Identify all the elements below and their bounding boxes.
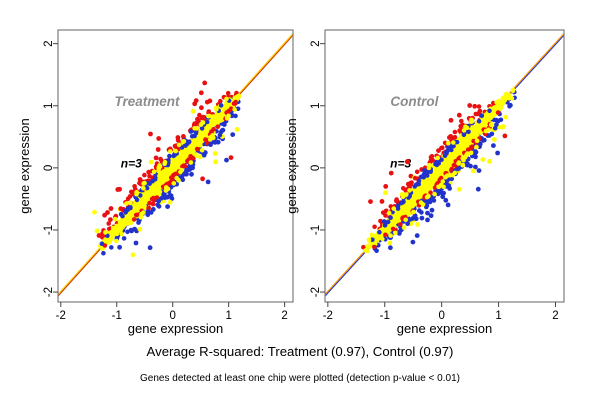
x-axis: -2 -1 0 1 2 gene expression [323,302,559,336]
svg-text:-1: -1 [43,225,55,235]
plot-border [324,29,565,303]
svg-text:2: 2 [552,310,558,322]
svg-text:-1: -1 [112,310,122,322]
svg-text:0: 0 [43,165,55,171]
scatter-point [404,159,411,165]
plot-area: n=3 [58,33,293,297]
scatter-plots: n=3 Treatment -2 -1 0 1 2 gene expression -2 -1 0 1… [17,29,565,336]
svg-text:0: 0 [169,310,175,322]
svg-text:-1: -1 [310,225,322,235]
panel-title: Treatment [114,94,180,109]
x-axis: -2 -1 0 1 2 gene expression [56,302,288,336]
plot-border [57,29,294,303]
svg-text:1: 1 [225,310,231,322]
svg-text:2: 2 [43,40,55,46]
y-axis-label: gene expression [17,118,32,213]
caption-r-squared: Average R-squared: Treatment (0.97), Con… [146,344,454,359]
caption-footnote: Genes detected at least one chip were pl… [140,373,460,384]
panel-title: Control [390,94,438,109]
svg-text:-1: -1 [380,310,390,322]
svg-text:0: 0 [310,165,322,171]
points-layer [363,87,516,254]
panel-treatment: n=3 Treatment -2 -1 0 1 2 gene expression -2 -1 0 1… [17,29,294,336]
y-axis: -2 -1 0 1 2 gene expression [284,40,325,297]
points-layer [366,96,515,243]
x-axis-label: gene expression [397,321,492,336]
points-layer [97,93,242,251]
svg-text:1: 1 [495,310,501,322]
svg-text:2: 2 [310,40,322,46]
svg-text:1: 1 [43,103,55,109]
svg-text:1: 1 [310,103,322,109]
n-annotation: n=3 [121,157,142,171]
points-layer [368,103,508,216]
svg-text:-2: -2 [56,310,66,322]
svg-text:-2: -2 [310,287,322,297]
svg-text:0: 0 [438,310,444,322]
y-axis: -2 -1 0 1 2 gene expression [17,40,58,297]
svg-text:-2: -2 [43,287,55,297]
points-layer [103,96,237,244]
x-axis-label: gene expression [128,321,223,336]
plot-area: n=3 [325,33,564,297]
y-axis-label: gene expression [284,118,299,213]
svg-text:2: 2 [281,310,287,322]
svg-text:-2: -2 [323,310,333,322]
